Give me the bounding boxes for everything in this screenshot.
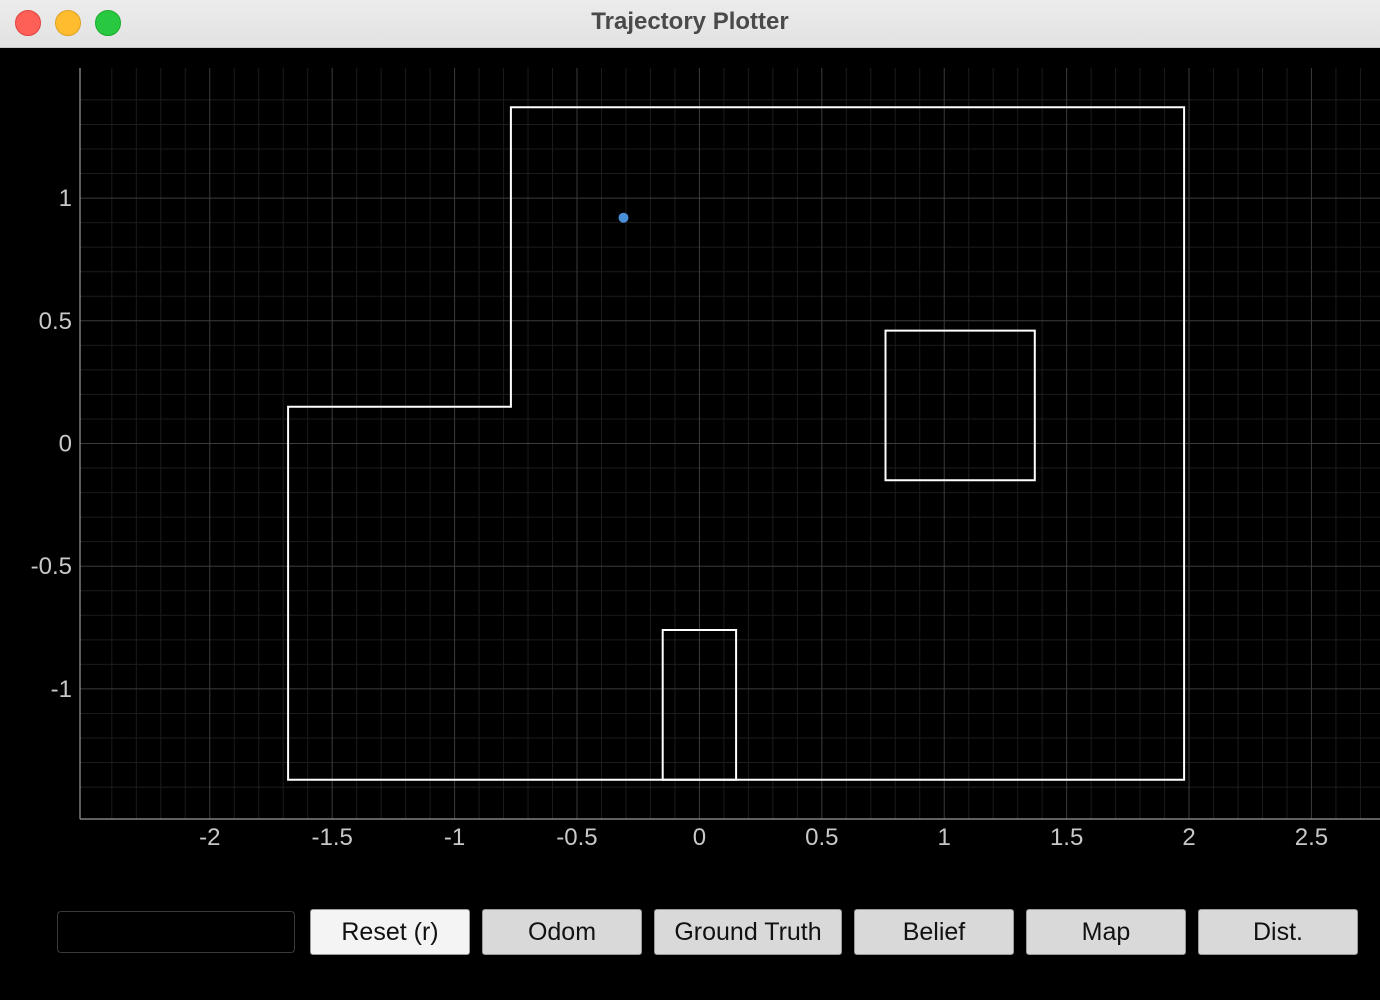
close-window-button[interactable] bbox=[15, 10, 41, 36]
minimize-window-button[interactable] bbox=[55, 10, 81, 36]
square-obstacle bbox=[884, 329, 1036, 482]
belief-button[interactable]: Belief bbox=[854, 909, 1014, 955]
y-tick-label: 0 bbox=[59, 431, 72, 458]
x-tick-label: 2 bbox=[1182, 824, 1195, 851]
trajectory-plot[interactable]: -2 -1.5 -1 -0.5 0 0.5 1 1.5 2 2.5 1 0.5 0 -0.5 -1 bbox=[0, 48, 1380, 868]
x-tick-label: -1 bbox=[444, 824, 465, 851]
ground-truth-button[interactable]: Ground Truth bbox=[654, 909, 842, 955]
y-tick-label: 1 bbox=[59, 185, 72, 212]
x-tick-label: 2.5 bbox=[1295, 824, 1328, 851]
robot-position-point bbox=[618, 212, 629, 223]
map-button[interactable]: Map bbox=[1026, 909, 1186, 955]
x-tick-label: -2 bbox=[199, 824, 220, 851]
y-tick-label: -0.5 bbox=[31, 553, 72, 580]
odom-button[interactable]: Odom bbox=[482, 909, 642, 955]
y-tick-label: -1 bbox=[51, 676, 72, 703]
x-tick-label: 1.5 bbox=[1050, 824, 1083, 851]
x-tick-label: -1.5 bbox=[311, 824, 352, 851]
x-tick-label: 0 bbox=[693, 824, 706, 851]
zoom-window-button[interactable] bbox=[95, 10, 121, 36]
main-content: -2 -1.5 -1 -0.5 0 0.5 1 1.5 2 2.5 1 0.5 0 -0.5 -1 Res… bbox=[0, 48, 1380, 1000]
x-tick-label: 1 bbox=[938, 824, 951, 851]
title-bar: Trajectory Plotter bbox=[0, 0, 1380, 48]
reset-button[interactable]: Reset (r) bbox=[310, 909, 470, 955]
status-field bbox=[57, 911, 295, 953]
x-tick-label: -0.5 bbox=[556, 824, 597, 851]
x-tick-label: 0.5 bbox=[805, 824, 838, 851]
y-tick-label: 0.5 bbox=[39, 308, 72, 335]
window-title: Trajectory Plotter bbox=[591, 8, 789, 35]
dist-button[interactable]: Dist. bbox=[1198, 909, 1358, 955]
map-outline bbox=[287, 106, 1186, 781]
door-obstacle bbox=[661, 629, 738, 781]
